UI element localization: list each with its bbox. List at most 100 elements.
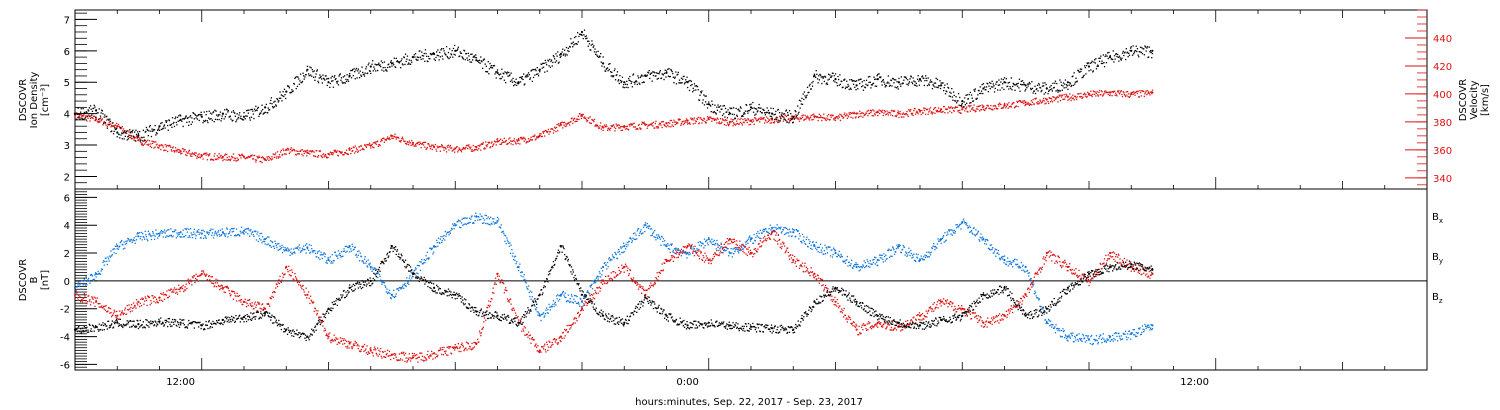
density-point [475, 59, 478, 62]
density-sample [750, 103, 752, 105]
velocity-sample [652, 125, 654, 127]
by-sample [612, 256, 614, 258]
by-sample [344, 250, 346, 252]
density-sample [1031, 81, 1033, 83]
velocity-sample [297, 150, 299, 153]
by-sample [567, 294, 569, 296]
density-sample [670, 68, 672, 71]
by-sample [148, 233, 150, 236]
velocity-sample [567, 122, 569, 125]
density-sample [1024, 90, 1026, 92]
by-sample [788, 235, 790, 237]
velocity-sample [1125, 95, 1127, 98]
density-sample [445, 46, 448, 48]
by-sample [732, 248, 734, 250]
density-sample [334, 78, 336, 81]
by-sample [703, 238, 706, 240]
density-sample [536, 67, 538, 69]
velocity-sample [572, 119, 574, 121]
density-sample [995, 83, 997, 85]
density-sample [449, 48, 451, 50]
density-sample [367, 64, 369, 66]
density-sample [532, 68, 534, 71]
velocity-sample [772, 121, 774, 124]
by-sample [692, 246, 694, 248]
velocity-sample [209, 153, 211, 155]
density-sample [875, 78, 877, 80]
velocity-sample [671, 124, 673, 126]
velocity-sample [1026, 103, 1029, 105]
density-sample [419, 56, 422, 58]
density-sample [235, 121, 237, 123]
by-sample [442, 238, 445, 240]
by-sample [483, 222, 485, 224]
velocity-sample [928, 111, 930, 113]
density-sample [122, 131, 125, 133]
velocity-sample [574, 120, 576, 123]
bottom-y-tick-label: 4 [64, 221, 70, 232]
density-sample [205, 114, 207, 116]
by-sample [124, 247, 126, 249]
density-sample [182, 125, 184, 128]
by-sample [823, 253, 825, 255]
density-sample [833, 80, 835, 82]
by-sample [245, 231, 247, 233]
density-sample [606, 67, 609, 69]
density-sample [1023, 83, 1026, 86]
density-sample [349, 73, 351, 75]
density-sample [130, 135, 133, 137]
density-sample [795, 116, 797, 118]
by-sample [752, 242, 755, 244]
by-sample [419, 261, 421, 263]
velocity-sample [1087, 93, 1090, 95]
by-point [327, 258, 330, 262]
velocity-sample [517, 142, 519, 144]
velocity-sample [345, 152, 347, 155]
by-sample [508, 242, 510, 244]
by-sample [750, 237, 752, 239]
velocity-sample [824, 119, 827, 121]
velocity-sample [929, 110, 931, 112]
velocity-sample [416, 143, 418, 145]
velocity-sample [208, 155, 210, 157]
by-sample [194, 233, 196, 235]
by-sample [378, 273, 381, 276]
density-sample [231, 111, 233, 113]
by-sample [705, 241, 707, 243]
velocity-sample [191, 152, 194, 154]
density-sample [416, 56, 418, 58]
velocity-sample [806, 117, 808, 119]
by-sample [437, 237, 440, 239]
by-sample [447, 231, 450, 233]
density-sample [871, 84, 873, 86]
density-sample [114, 127, 116, 129]
velocity-sample [735, 123, 737, 125]
density-sample [488, 73, 490, 75]
velocity-sample [555, 126, 558, 129]
density-sample [549, 58, 551, 61]
density-sample [1123, 54, 1125, 57]
velocity-sample [683, 122, 686, 125]
density-point [749, 106, 753, 109]
velocity-sample [1014, 106, 1016, 108]
velocity-sample [324, 153, 327, 156]
density-sample [911, 82, 914, 85]
by-sample [485, 214, 487, 217]
velocity-sample [947, 112, 949, 114]
velocity-sample [265, 159, 267, 161]
velocity-sample [867, 115, 869, 117]
velocity-sample [514, 140, 516, 143]
by-sample [633, 238, 635, 240]
density-sample [219, 111, 222, 113]
density-sample [523, 84, 525, 86]
density-sample [721, 108, 723, 110]
density-sample [422, 58, 424, 60]
by-sample [298, 244, 300, 246]
density-sample [447, 57, 449, 59]
by-sample [158, 235, 160, 237]
bottom-ylabel-line: DSCOVR [18, 259, 29, 302]
velocity-sample [822, 117, 824, 119]
by-sample [865, 265, 868, 267]
density-sample [642, 75, 644, 77]
velocity-sample [876, 110, 878, 112]
